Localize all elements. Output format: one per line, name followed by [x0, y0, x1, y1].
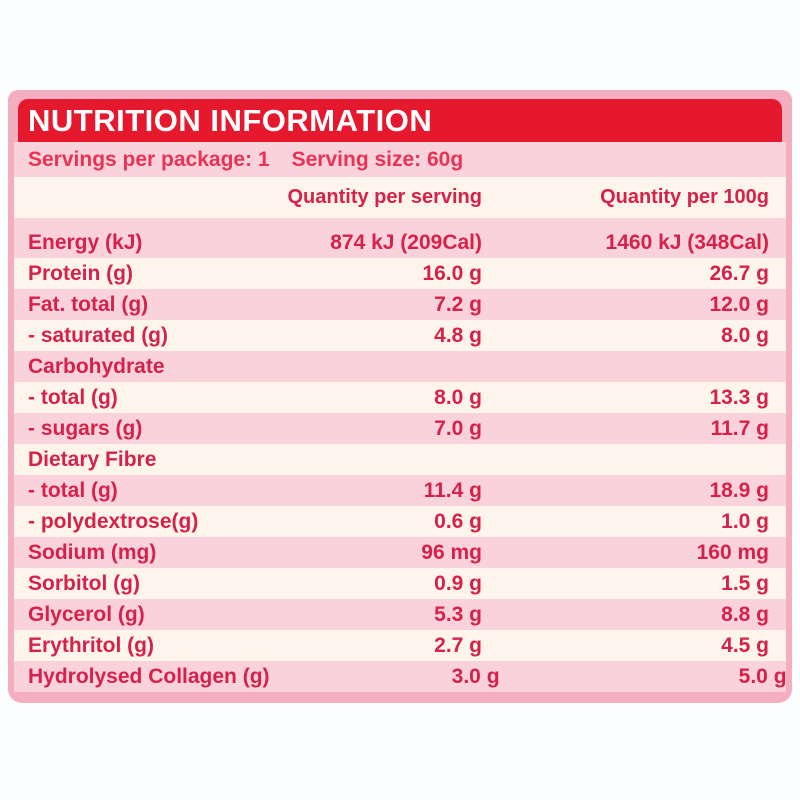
- page-title: NUTRITION INFORMATION: [28, 102, 433, 138]
- value-per-serving: 8.0 g: [434, 385, 482, 409]
- serving-info-row: Servings per package: 1 Serving size: 60…: [14, 142, 786, 177]
- value-per-serving: 2.7 g: [434, 633, 482, 657]
- value-per-100g: 1.0 g: [721, 509, 769, 533]
- nutrient-label: - polydextrose(g): [28, 509, 199, 533]
- value-per-serving: 0.9 g: [434, 571, 482, 595]
- panel-title-bar: NUTRITION INFORMATION: [18, 99, 782, 142]
- nutrient-label: Erythritol (g): [28, 633, 154, 657]
- nutrient-label: Glycerol (g): [28, 602, 145, 626]
- table-row: Protein (g) 16.0 g 26.7 g: [14, 258, 786, 289]
- nutrient-label: Sorbitol (g): [28, 571, 140, 595]
- value-per-serving: 0.6 g: [434, 509, 482, 533]
- value-per-serving: 11.4 g: [423, 478, 482, 502]
- value-per-serving: 7.2 g: [434, 292, 482, 316]
- value-per-serving: 4.8 g: [434, 323, 482, 347]
- nutrient-label: Hydrolysed Collagen (g): [28, 664, 270, 688]
- value-per-100g: 160 mg: [696, 540, 769, 564]
- value-per-serving: 3.0 g: [451, 664, 500, 688]
- nutrient-label: - total (g): [28, 385, 118, 409]
- nutrient-label: Sodium (mg): [28, 540, 157, 564]
- serving-size-label: Serving size: 60g: [291, 147, 464, 171]
- column-header-per-100g: Quantity per 100g: [600, 186, 769, 208]
- value-per-100g: 13.3 g: [709, 385, 769, 409]
- nutrient-label: - total (g): [28, 478, 118, 502]
- value-per-100g: 4.5 g: [721, 633, 769, 657]
- table-row: - total (g) 8.0 g 13.3 g: [14, 382, 786, 413]
- nutrient-label: Dietary Fibre: [28, 447, 157, 471]
- table-row: Sodium (mg) 96 mg 160 mg: [14, 537, 786, 568]
- value-per-serving: 7.0 g: [434, 416, 482, 440]
- value-per-100g: 1.5 g: [721, 571, 769, 595]
- value-per-100g: 8.0 g: [721, 323, 769, 347]
- table-row: Dietary Fibre: [14, 444, 786, 475]
- nutrient-label: Protein (g): [28, 261, 133, 285]
- table-row: Fat. total (g) 7.2 g 12.0 g: [14, 289, 786, 320]
- value-per-100g: 11.7 g: [710, 416, 769, 440]
- nutrient-label: - sugars (g): [28, 416, 143, 440]
- value-per-serving: 16.0 g: [422, 261, 482, 285]
- value-per-100g: 8.8 g: [721, 602, 769, 626]
- nutrition-rows: Energy (kJ) 874 kJ (209Cal) 1460 kJ (348…: [14, 218, 787, 692]
- row-divider: [14, 218, 786, 227]
- value-per-100g: 18.9 g: [709, 478, 769, 502]
- table-row: - polydextrose(g) 0.6 g 1.0 g: [14, 506, 786, 537]
- table-row: Erythritol (g) 2.7 g 4.5 g: [14, 630, 786, 661]
- table-row: Energy (kJ) 874 kJ (209Cal) 1460 kJ (348…: [14, 227, 786, 258]
- value-per-100g: 12.0 g: [709, 292, 769, 316]
- nutrition-panel: NUTRITION INFORMATION Servings per packa…: [8, 90, 792, 703]
- table-row: - sugars (g) 7.0 g 11.7 g: [14, 413, 786, 444]
- table-row: Sorbitol (g) 0.9 g 1.5 g: [14, 568, 786, 599]
- value-per-serving: 96 mg: [421, 540, 482, 564]
- table-row: - total (g) 11.4 g 18.9 g: [14, 475, 786, 506]
- nutrient-label: Carbohydrate: [28, 354, 165, 378]
- column-header-row: Quantity per serving Quantity per 100g: [14, 177, 786, 218]
- value-per-100g: 1460 kJ (348Cal): [605, 230, 769, 254]
- nutrient-label: - saturated (g): [28, 323, 169, 347]
- value-per-100g: 5.0 g: [738, 664, 787, 688]
- table-row: Hydrolysed Collagen (g) 3.0 g 5.0 g: [14, 661, 787, 692]
- nutrient-label: Fat. total (g): [28, 292, 149, 316]
- table-row: Glycerol (g) 5.3 g 8.8 g: [14, 599, 786, 630]
- table-row: - saturated (g) 4.8 g 8.0 g: [14, 320, 786, 351]
- value-per-100g: 26.7 g: [709, 261, 769, 285]
- nutrient-label: Energy (kJ): [28, 230, 143, 254]
- value-per-serving: 874 kJ (209Cal): [330, 230, 482, 254]
- servings-per-package-label: Servings per package: 1: [28, 147, 270, 171]
- table-row: Carbohydrate: [14, 351, 786, 382]
- value-per-serving: 5.3 g: [434, 602, 482, 626]
- column-header-per-serving: Quantity per serving: [287, 186, 483, 208]
